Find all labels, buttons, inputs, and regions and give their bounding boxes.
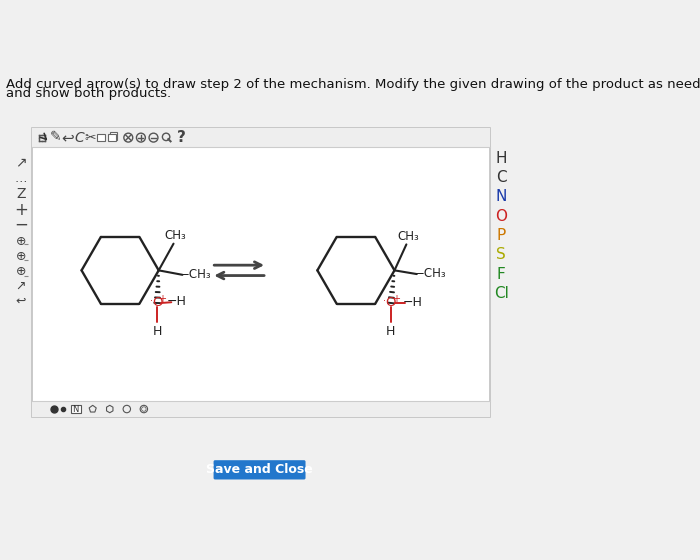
FancyBboxPatch shape: [214, 460, 305, 479]
Text: P: P: [497, 228, 506, 243]
Text: CH₃: CH₃: [164, 229, 186, 242]
Text: ⊕: ⊕: [15, 250, 26, 263]
Text: ··: ··: [150, 296, 156, 306]
Text: Add curved arrow(s) to draw step 2 of the mechanism. Modify the given drawing of: Add curved arrow(s) to draw step 2 of th…: [6, 77, 700, 91]
Text: ↩: ↩: [15, 295, 26, 308]
Bar: [71, 404, 80, 413]
Text: …: …: [15, 172, 27, 185]
Text: +: +: [158, 295, 167, 304]
Text: C: C: [74, 130, 84, 144]
Text: N: N: [73, 405, 79, 414]
Text: C: C: [496, 170, 507, 185]
Text: O: O: [496, 209, 508, 224]
Text: ↩: ↩: [61, 130, 74, 145]
Text: S: S: [496, 248, 506, 262]
Text: H: H: [386, 325, 395, 338]
Text: Cl: Cl: [494, 286, 509, 301]
Bar: [32, 128, 490, 417]
Text: H: H: [153, 325, 162, 338]
Text: and show both products.: and show both products.: [6, 87, 171, 100]
Text: ··: ··: [384, 296, 389, 306]
Text: −CH₃: −CH₃: [414, 267, 446, 280]
Text: −H: −H: [403, 296, 423, 310]
Text: ?: ?: [177, 130, 186, 145]
Text: ↗: ↗: [15, 280, 26, 293]
Text: ⊕: ⊕: [15, 265, 26, 278]
Text: O: O: [152, 296, 162, 310]
Text: Z: Z: [16, 187, 25, 201]
Text: +: +: [392, 295, 400, 304]
Text: ⊕: ⊕: [15, 235, 26, 248]
Text: O: O: [386, 296, 396, 310]
Text: ✎: ✎: [50, 130, 62, 144]
Text: −: −: [14, 216, 28, 234]
Text: −H: −H: [167, 295, 186, 308]
FancyBboxPatch shape: [108, 134, 116, 141]
FancyBboxPatch shape: [110, 132, 117, 140]
Bar: [32, 401, 490, 417]
Text: CH₃: CH₃: [397, 230, 419, 242]
Text: Save and Close: Save and Close: [206, 463, 313, 477]
Text: +: +: [14, 200, 28, 218]
Text: −CH₃: −CH₃: [180, 268, 211, 281]
Text: N: N: [496, 189, 507, 204]
FancyBboxPatch shape: [97, 134, 104, 141]
Bar: [32, 128, 490, 147]
Text: ↗: ↗: [15, 155, 27, 169]
Text: ✂: ✂: [85, 130, 97, 144]
Text: H: H: [496, 151, 507, 166]
Text: F: F: [497, 267, 505, 282]
